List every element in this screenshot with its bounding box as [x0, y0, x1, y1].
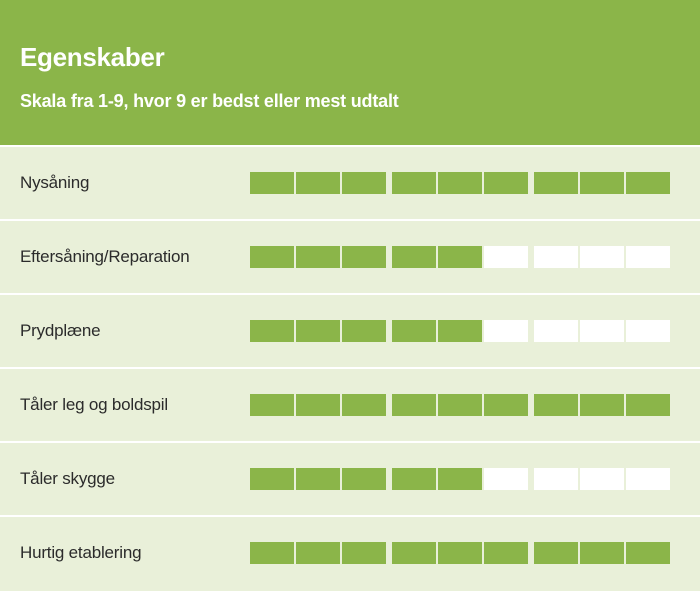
rating-segment-empty	[534, 468, 578, 490]
rating-segment-empty	[484, 468, 528, 490]
rating-segment-filled	[342, 320, 386, 342]
panel-header: Egenskaber Skala fra 1-9, hvor 9 er beds…	[0, 0, 700, 145]
rating-segment-filled	[342, 468, 386, 490]
rating-segment-filled	[392, 468, 436, 490]
rating-segment-filled	[484, 394, 528, 416]
rating-segment-filled	[484, 542, 528, 564]
rating-segment-filled	[250, 320, 294, 342]
rating-segment-filled	[296, 542, 340, 564]
rating-segment-empty	[580, 468, 624, 490]
rating-scale	[250, 468, 670, 490]
panel-title: Egenskaber	[20, 42, 165, 72]
rating-scale	[250, 172, 670, 194]
rating-segment-filled	[626, 394, 670, 416]
rating-segment-filled	[296, 468, 340, 490]
rating-segment-filled	[438, 542, 482, 564]
rating-segment-filled	[392, 320, 436, 342]
rating-segment-filled	[392, 246, 436, 268]
rating-segment-filled	[438, 320, 482, 342]
rating-group	[392, 246, 528, 268]
rating-segment-empty	[484, 246, 528, 268]
rating-segment-filled	[296, 394, 340, 416]
rating-segment-filled	[250, 542, 294, 564]
rating-segment-filled	[626, 542, 670, 564]
rating-segment-empty	[484, 320, 528, 342]
rating-row: Nysåning	[0, 145, 700, 219]
rating-row: Prydplæne	[0, 293, 700, 367]
rating-segment-empty	[534, 246, 578, 268]
rating-label: Tåler leg og boldspil	[20, 395, 168, 414]
rating-segment-filled	[342, 246, 386, 268]
rating-group	[534, 468, 670, 490]
rating-segment-filled	[250, 246, 294, 268]
rating-group	[250, 320, 386, 342]
rating-segment-filled	[534, 394, 578, 416]
rating-segment-filled	[438, 246, 482, 268]
rating-segment-filled	[392, 394, 436, 416]
rating-row: Tåler skygge	[0, 441, 700, 515]
rating-segment-filled	[296, 246, 340, 268]
rating-segment-filled	[296, 172, 340, 194]
rating-segment-filled	[438, 172, 482, 194]
rating-segment-filled	[438, 394, 482, 416]
rating-group	[392, 394, 528, 416]
rating-row: Eftersåning/Reparation	[0, 219, 700, 293]
rating-segment-filled	[250, 394, 294, 416]
rating-segment-filled	[342, 172, 386, 194]
rating-segment-empty	[626, 468, 670, 490]
rating-label: Hurtig etablering	[20, 543, 142, 562]
rating-segment-filled	[580, 172, 624, 194]
rating-scale	[250, 246, 670, 268]
rating-segment-filled	[250, 172, 294, 194]
rating-segment-filled	[342, 394, 386, 416]
rating-segment-filled	[534, 172, 578, 194]
rating-group	[250, 246, 386, 268]
rating-label: Eftersåning/Reparation	[20, 247, 190, 266]
rating-group	[534, 172, 670, 194]
rating-segment-empty	[626, 246, 670, 268]
rating-scale	[250, 320, 670, 342]
rating-segment-filled	[296, 320, 340, 342]
panel-subtitle: Skala fra 1-9, hvor 9 er bedst eller mes…	[20, 91, 399, 111]
rating-segment-filled	[580, 394, 624, 416]
rating-scale	[250, 394, 670, 416]
rating-scale	[250, 542, 670, 564]
rating-group	[392, 172, 528, 194]
rating-row: Hurtig etablering	[0, 515, 700, 589]
rating-group	[534, 394, 670, 416]
rating-segment-empty	[534, 320, 578, 342]
rating-group	[250, 468, 386, 490]
rating-group	[250, 394, 386, 416]
rating-segment-filled	[534, 542, 578, 564]
rating-label: Prydplæne	[20, 321, 101, 340]
rating-segment-filled	[438, 468, 482, 490]
rating-segment-empty	[626, 320, 670, 342]
rating-label: Tåler skygge	[20, 469, 115, 488]
rating-segment-empty	[580, 246, 624, 268]
rating-segment-filled	[392, 172, 436, 194]
rating-group	[392, 542, 528, 564]
rating-segment-filled	[392, 542, 436, 564]
rating-segment-filled	[342, 542, 386, 564]
rating-group	[534, 542, 670, 564]
rating-segment-filled	[580, 542, 624, 564]
rating-segment-filled	[250, 468, 294, 490]
rating-segment-empty	[580, 320, 624, 342]
rating-group	[534, 246, 670, 268]
rating-group	[250, 172, 386, 194]
rating-group	[250, 542, 386, 564]
rating-label: Nysåning	[20, 173, 90, 192]
rating-row: Tåler leg og boldspil	[0, 367, 700, 441]
rating-list: Nysåning Eftersåning/Reparation Prydplæne T…	[0, 145, 700, 589]
rating-segment-filled	[626, 172, 670, 194]
rating-group	[392, 468, 528, 490]
rating-group	[534, 320, 670, 342]
rating-group	[392, 320, 528, 342]
rating-segment-filled	[484, 172, 528, 194]
